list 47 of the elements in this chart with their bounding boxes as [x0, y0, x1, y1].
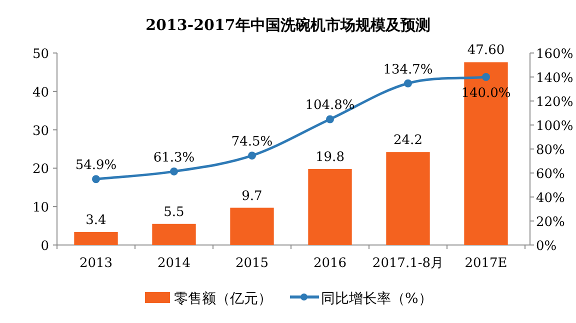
x-tick-label: 2013	[79, 256, 113, 271]
data-label: 47.60	[467, 43, 505, 58]
x-tick-label: 2015	[235, 256, 269, 271]
point	[482, 73, 490, 81]
y2-tick-label: 100%	[536, 119, 574, 134]
data-label: 104.8%	[305, 98, 355, 114]
data-label: 19.8	[316, 150, 344, 165]
y-tick-label: 50	[32, 47, 49, 62]
point	[248, 152, 256, 160]
y-tick-label: 0	[40, 239, 49, 254]
x-tick-label: 2017.1-8月	[372, 256, 444, 271]
bar	[386, 152, 430, 245]
data-label: 9.7	[242, 188, 262, 204]
y-tick-label: 40	[32, 85, 49, 100]
point	[404, 79, 412, 88]
bar	[308, 168, 352, 245]
bar	[230, 208, 274, 245]
y2-tick-label: 20%	[536, 215, 565, 230]
x-tick-label: 2017E	[464, 256, 508, 271]
y2-tick-label: 60%	[536, 167, 565, 182]
y-tick-label: 30	[32, 124, 49, 139]
y2-tick-label: 0%	[536, 239, 557, 254]
y-tick-label: 20	[32, 162, 49, 178]
legend-label: 同比增长率（%）	[321, 291, 432, 307]
bar	[74, 232, 118, 245]
bar	[464, 62, 508, 245]
y-tick-label: 10	[32, 200, 49, 216]
y2-tick-label: 80%	[536, 143, 565, 158]
data-label: 61.3%	[153, 150, 195, 166]
y2-tick-label: 140%	[536, 71, 574, 86]
y2-tick-label: 40%	[536, 191, 565, 206]
point	[170, 167, 178, 176]
point	[326, 115, 334, 124]
data-label: 54.9%	[75, 158, 117, 174]
data-label: 5.5	[164, 204, 184, 220]
x-tick-label: 2016	[313, 256, 347, 271]
bar	[152, 224, 196, 245]
data-label: 74.5%	[231, 134, 273, 150]
data-label: 24.2	[394, 133, 422, 148]
data-label: 134.7%	[383, 62, 433, 78]
x-tick-label: 2014	[157, 256, 191, 271]
legend-label: 零售额（亿元）	[174, 291, 272, 307]
chart-title: 2013-2017年中国洗碗机市场规模及预测	[146, 16, 430, 34]
data-label: 3.4	[86, 212, 106, 228]
y2-tick-label: 120%	[536, 95, 574, 110]
point	[92, 175, 100, 184]
y2-tick-label: 160%	[536, 47, 574, 62]
